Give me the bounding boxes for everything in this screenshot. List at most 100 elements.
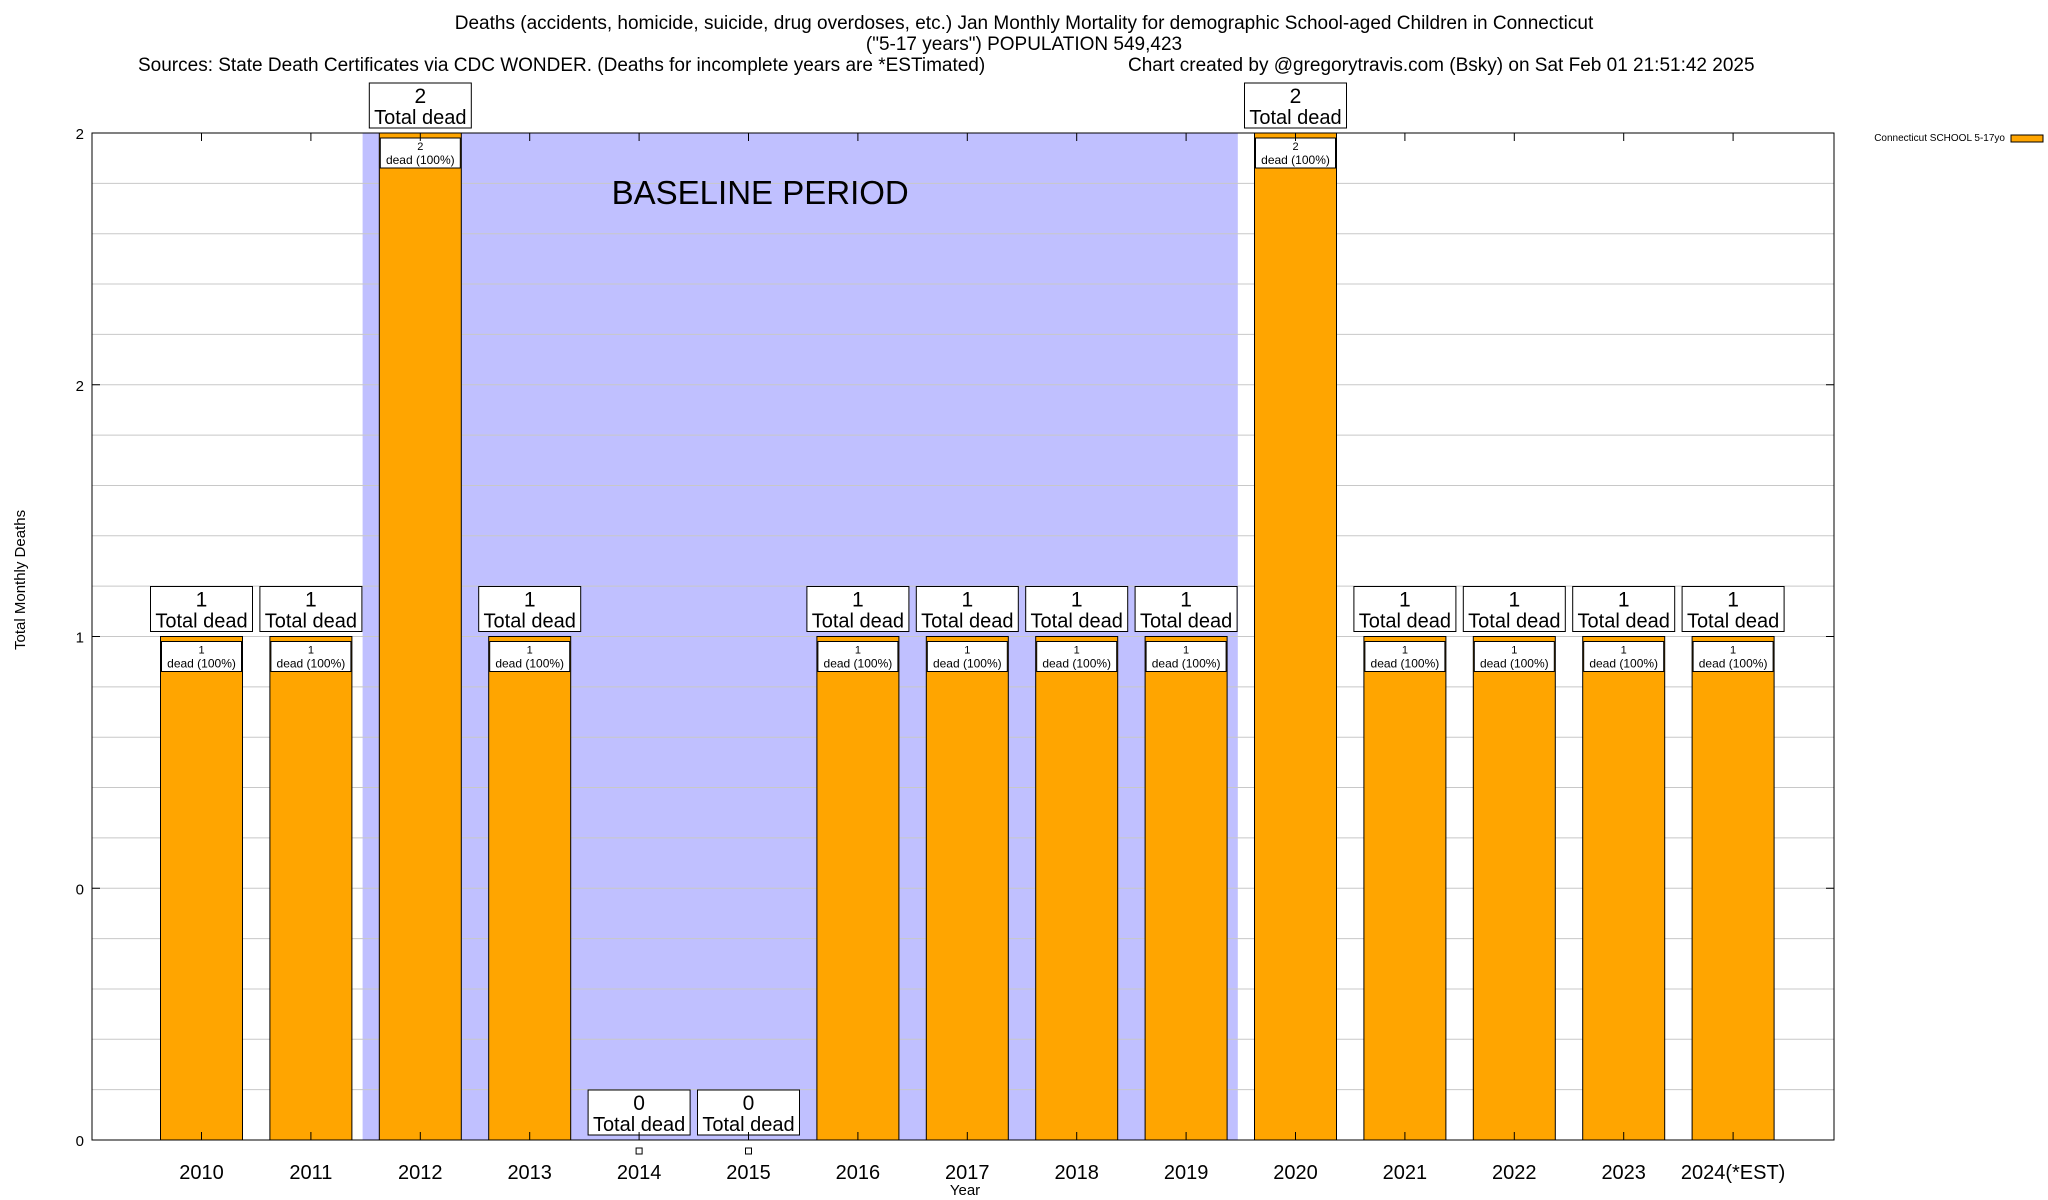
bar-total-value: 1 bbox=[1618, 589, 1630, 612]
x-tick-label: 2021 bbox=[1383, 1162, 1428, 1184]
y-tick-label: 2 bbox=[76, 378, 84, 395]
legend-swatch bbox=[2010, 134, 2044, 143]
bar-total-label: Total dead bbox=[484, 611, 576, 633]
plot-frame bbox=[91, 132, 1835, 1141]
bar-total-label-box bbox=[587, 1089, 691, 1136]
bar-segment-label-box bbox=[926, 641, 1008, 672]
bar-segment-label: dead (100%) bbox=[933, 657, 1002, 671]
bar bbox=[378, 132, 462, 1141]
bar-total-value: 1 bbox=[961, 589, 973, 612]
bar-segment-count: 2 bbox=[417, 141, 423, 153]
bar-segment-label: dead (100%) bbox=[1589, 657, 1658, 671]
bar-total-label-box bbox=[478, 586, 582, 632]
bar-segment-label-box bbox=[270, 641, 352, 672]
chart-title-line-2: ("5-17 years") POPULATION 549,423 bbox=[865, 34, 1183, 55]
chart-credit: Chart created by @gregorytravis.com (Bsk… bbox=[1128, 55, 1755, 76]
bar-segment-count: 1 bbox=[527, 645, 533, 657]
bar-total-label-box bbox=[1681, 586, 1785, 632]
bar-segment-label-box bbox=[817, 641, 899, 672]
bar-segment-label: dead (100%) bbox=[1699, 657, 1768, 671]
bar-total-label: Total dead bbox=[1687, 611, 1779, 633]
x-tick-label: 2013 bbox=[507, 1162, 552, 1184]
y-tick-label: 0 bbox=[76, 881, 84, 898]
y-axis-title: Total Monthly Deaths bbox=[12, 509, 29, 650]
bar-segment-label-box bbox=[1583, 641, 1665, 672]
bar-total-value: 1 bbox=[1180, 589, 1192, 612]
bar-total-value: 0 bbox=[743, 1092, 755, 1115]
bar-total-label: Total dead bbox=[1468, 611, 1560, 633]
bar bbox=[1035, 636, 1119, 1141]
bar-total-value: 2 bbox=[414, 85, 426, 108]
bar-segment-label-box bbox=[1692, 641, 1774, 672]
bar bbox=[1691, 636, 1775, 1141]
x-tick-label: 2015 bbox=[726, 1162, 771, 1184]
x-tick-label: 2011 bbox=[289, 1162, 332, 1184]
bar bbox=[1363, 636, 1447, 1141]
bar-total-label-box bbox=[368, 82, 472, 129]
bar-total-label: Total dead bbox=[155, 611, 247, 633]
chart-title-line-1: Deaths (accidents, homicide, suicide, dr… bbox=[454, 13, 1594, 34]
bar-segment-label: dead (100%) bbox=[167, 657, 236, 671]
x-tick-label: 2022 bbox=[1492, 1162, 1537, 1184]
bar-total-label: Total dead bbox=[1031, 611, 1123, 633]
bar-segment-label: dead (100%) bbox=[824, 657, 893, 671]
bar-segment-label: dead (100%) bbox=[1261, 153, 1330, 167]
bar-total-label-box bbox=[806, 586, 910, 632]
zero-marker bbox=[635, 1147, 643, 1155]
bar-total-value: 1 bbox=[524, 589, 536, 612]
bar-total-label: Total dead bbox=[702, 1114, 794, 1136]
bar-segment-count: 1 bbox=[1511, 645, 1517, 657]
bar-segment-label-box bbox=[1036, 641, 1118, 672]
zero-marker bbox=[745, 1147, 752, 1155]
x-tick-label: 2017 bbox=[945, 1162, 990, 1184]
bar-segment-label-box bbox=[1473, 641, 1555, 672]
bar-total-label: Total dead bbox=[593, 1114, 685, 1136]
bar-total-value: 1 bbox=[305, 589, 317, 612]
bar-total-value: 1 bbox=[1071, 589, 1083, 612]
bar-segment-count: 1 bbox=[1730, 645, 1736, 657]
bar-total-value: 0 bbox=[633, 1092, 645, 1115]
bar-segment-label: dead (100%) bbox=[495, 657, 564, 671]
bar-segment-label-box bbox=[1364, 641, 1446, 672]
x-tick-label: 2010 bbox=[179, 1162, 224, 1184]
bar-total-label: Total dead bbox=[1140, 611, 1232, 633]
bar bbox=[160, 636, 243, 1141]
x-tick-label: 2016 bbox=[836, 1162, 881, 1184]
bar-segment-label: dead (100%) bbox=[277, 657, 346, 671]
bar-total-label-box bbox=[1025, 586, 1129, 632]
bar bbox=[925, 636, 1009, 1141]
bar bbox=[269, 636, 353, 1141]
bar-segment-label-box bbox=[161, 641, 242, 672]
bar-segment-count: 1 bbox=[308, 645, 314, 657]
x-tick-label: 2020 bbox=[1273, 1162, 1318, 1184]
baseline-period-label: BASELINE PERIOD bbox=[612, 174, 909, 211]
bar-total-value: 1 bbox=[852, 589, 864, 612]
y-tick-label: 2 bbox=[76, 126, 84, 143]
bar-total-label-box bbox=[1134, 586, 1238, 632]
bar-segment-label-box bbox=[489, 641, 571, 672]
bar bbox=[1472, 636, 1556, 1141]
x-tick-label: 2024(*EST) bbox=[1681, 1162, 1786, 1184]
bar-total-label: Total dead bbox=[374, 107, 466, 129]
x-tick-label: 2012 bbox=[398, 1162, 443, 1184]
legend: Connecticut SCHOOL 5-17yo bbox=[1874, 133, 2044, 144]
bar-total-label: Total dead bbox=[921, 611, 1013, 633]
bar-total-label-box bbox=[259, 586, 363, 632]
bar-total-value: 2 bbox=[1290, 85, 1302, 108]
bar-segment-label-box bbox=[1255, 137, 1336, 169]
y-tick-label: 0 bbox=[76, 1133, 84, 1150]
bar-total-label-box bbox=[1462, 586, 1566, 632]
bar-segment-label: dead (100%) bbox=[1152, 657, 1221, 671]
x-axis-title: Year bbox=[949, 1182, 981, 1199]
bar-segment-count: 1 bbox=[1402, 645, 1408, 657]
bar-total-label-box bbox=[1572, 586, 1676, 632]
x-tick-label: 2019 bbox=[1164, 1162, 1209, 1184]
bar bbox=[1582, 636, 1666, 1141]
bar-segment-count: 1 bbox=[1074, 645, 1080, 657]
x-tick-label: 2023 bbox=[1601, 1162, 1646, 1184]
bar-total-value: 1 bbox=[1399, 589, 1411, 612]
bar-total-value: 1 bbox=[196, 589, 208, 612]
bar-total-label-box bbox=[915, 586, 1019, 632]
x-tick-label: 2014 bbox=[617, 1162, 662, 1184]
